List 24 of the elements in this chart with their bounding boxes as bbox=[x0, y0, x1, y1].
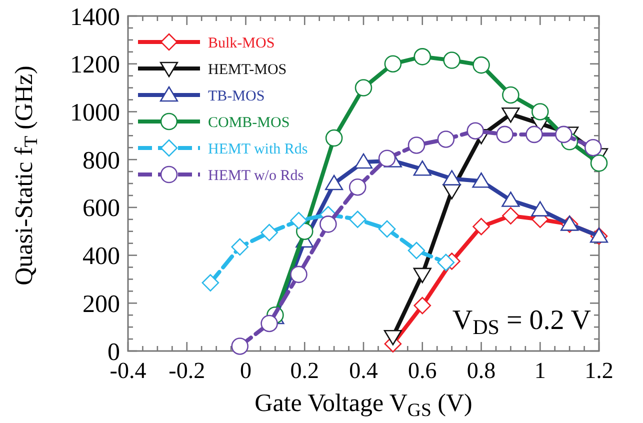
y-tick-label: 200 bbox=[82, 290, 120, 318]
legend-label: HEMT with Rds bbox=[208, 141, 308, 158]
y-tick-label: 800 bbox=[82, 147, 120, 174]
x-tick-label: 0.4 bbox=[349, 358, 378, 383]
x-tick-label: 0.2 bbox=[290, 358, 319, 383]
y-tick-label: 1400 bbox=[70, 4, 120, 31]
legend-label: COMB-MOS bbox=[208, 114, 290, 131]
y-tick-label: 400 bbox=[82, 243, 120, 270]
x-tick-label: 0.6 bbox=[408, 358, 437, 383]
y-tick-label: 1000 bbox=[70, 99, 120, 126]
x-tick-label: -0.2 bbox=[168, 358, 206, 383]
x-tick-label: 0.8 bbox=[466, 358, 496, 383]
y-tick-label: 600 bbox=[82, 195, 120, 222]
x-axis-title: Gate Voltage V$_{GS}$ (V) bbox=[254, 390, 472, 421]
legend-label: HEMT w/o Rds bbox=[208, 168, 304, 184]
y-tick-label: 0 bbox=[108, 338, 120, 366]
legend-label: TB-MOS bbox=[208, 88, 265, 104]
legend-label: HEMT-MOS bbox=[208, 62, 287, 78]
x-tick-label: 1.2 bbox=[584, 358, 614, 383]
annotation: V$_{DS}$ = 0.2 V bbox=[452, 305, 591, 340]
x-tick-label: 1 bbox=[534, 358, 546, 383]
x-tick-label: 0 bbox=[240, 358, 252, 383]
y-tick-label: 1200 bbox=[70, 52, 120, 79]
legend-label: Bulk-MOS bbox=[208, 35, 275, 52]
